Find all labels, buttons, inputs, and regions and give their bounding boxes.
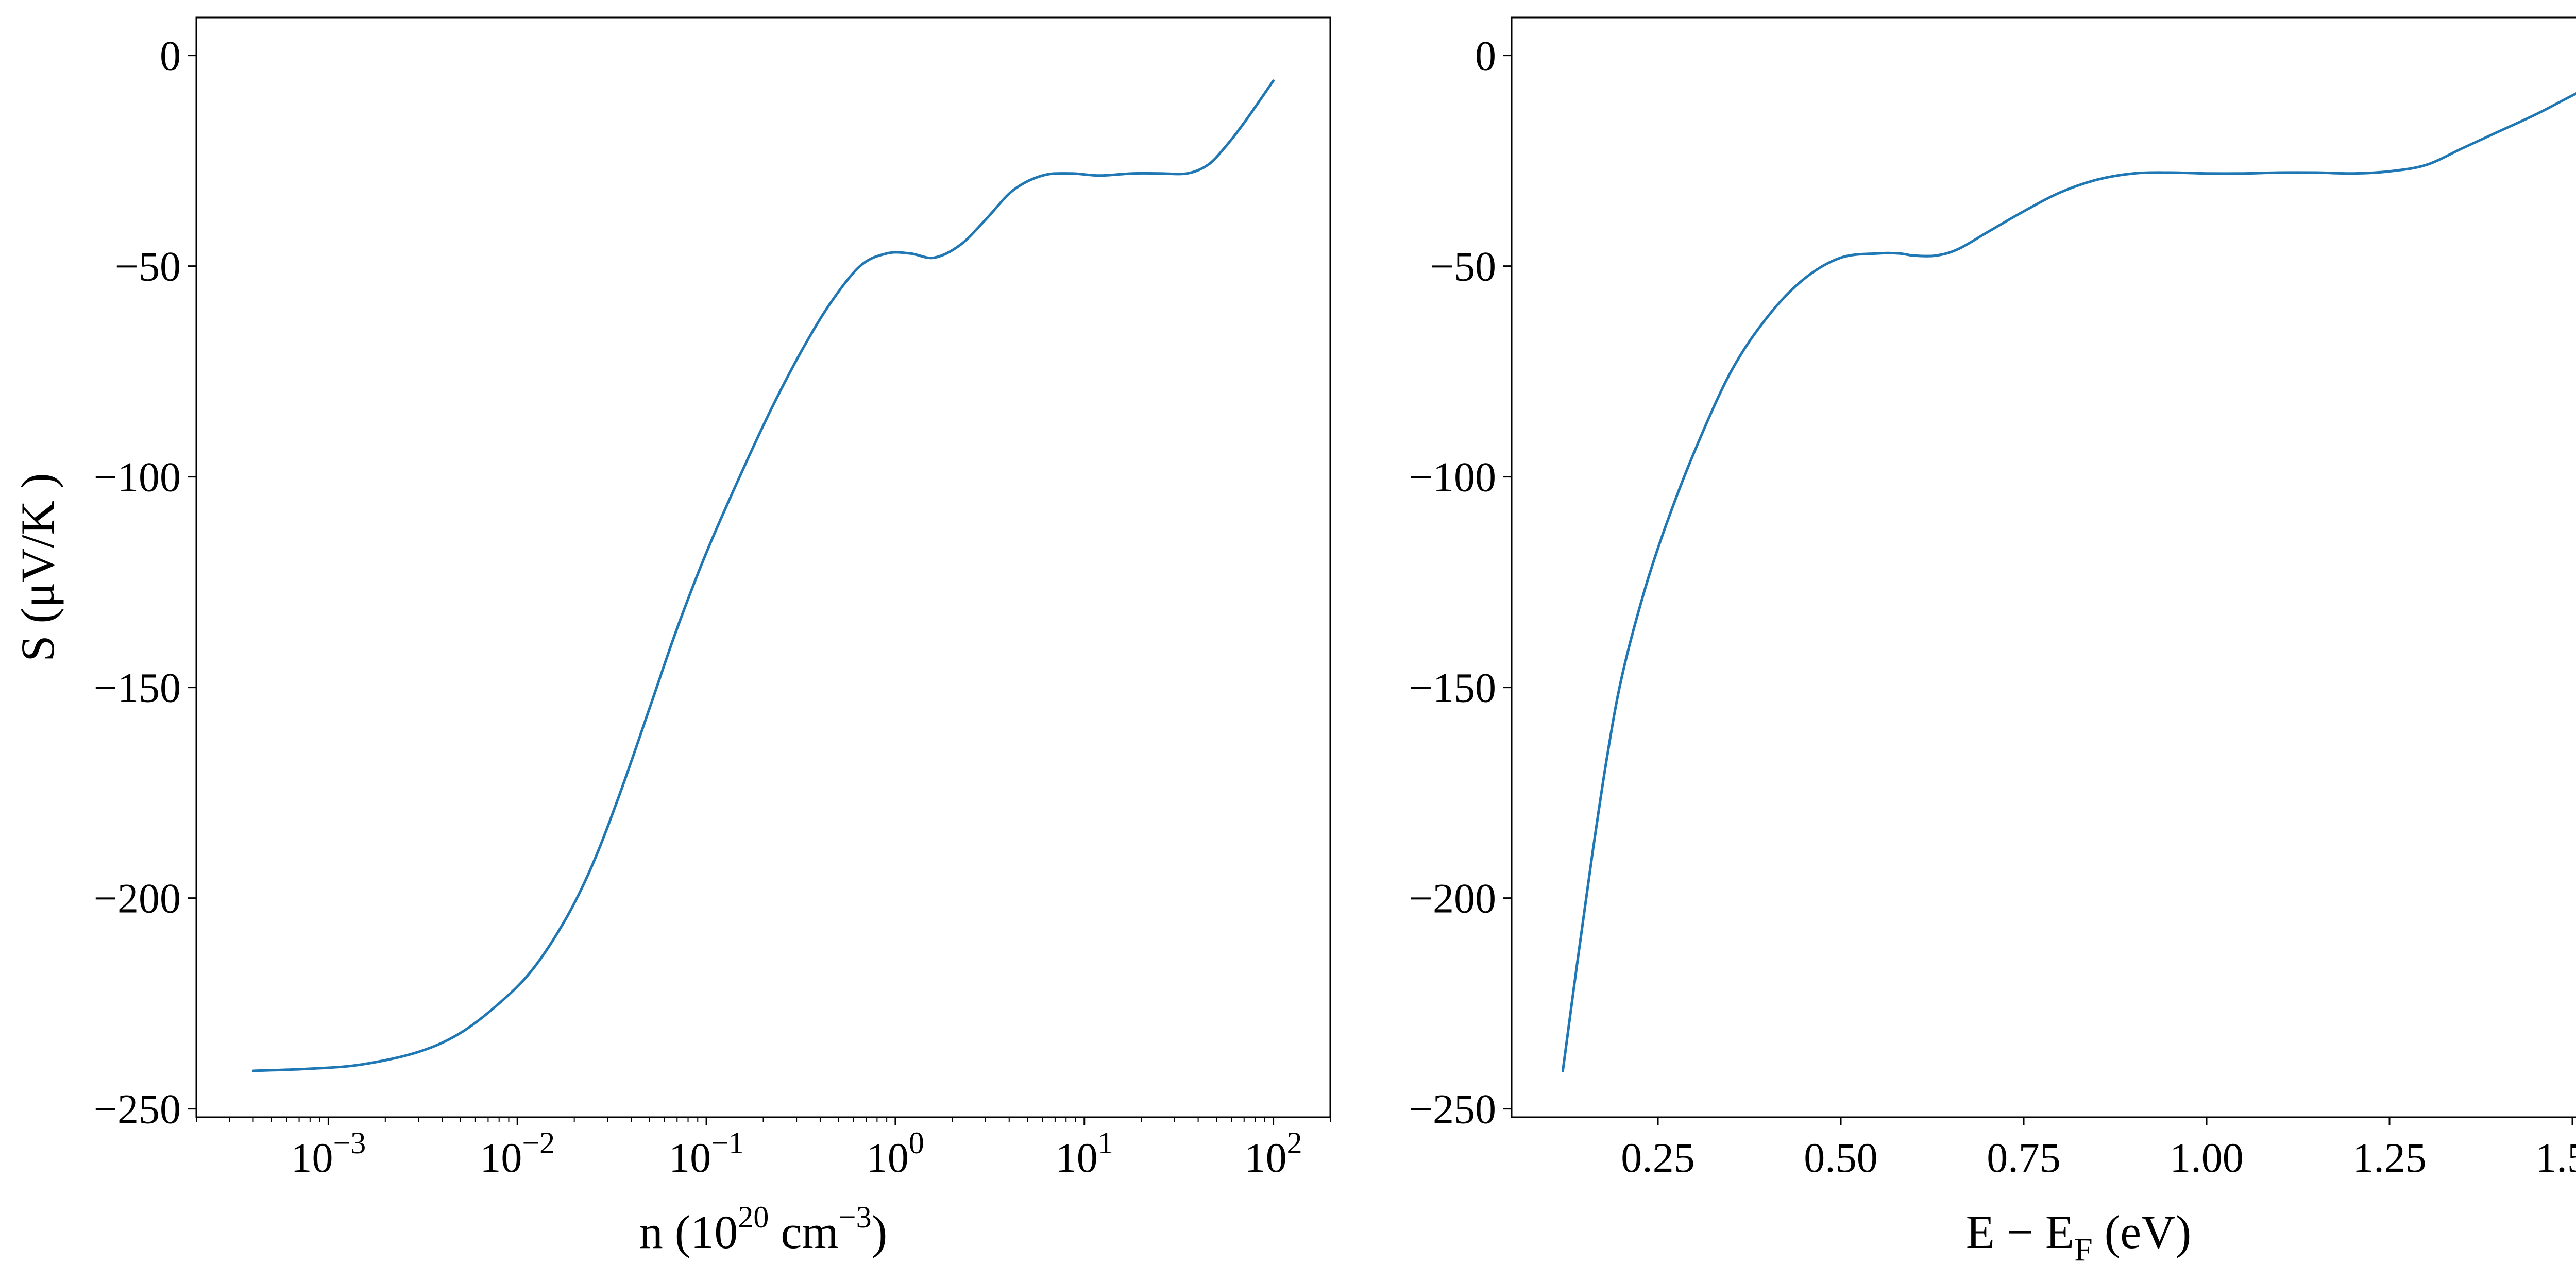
y-tick-label: −150 <box>94 664 181 711</box>
x-tick-label: 10−3 <box>291 1126 366 1181</box>
series-line <box>251 79 1275 1072</box>
x-tick-base: 10 <box>291 1134 333 1181</box>
x-axis-label-part: n (10 <box>639 1206 738 1258</box>
y-tick-label: 0 <box>160 32 181 79</box>
x-axis-label-part: 20 <box>738 1200 769 1234</box>
series-line <box>1561 92 2576 1072</box>
x-tick-exponent: 1 <box>1098 1126 1113 1160</box>
x-axis-label-part: E − E <box>1966 1206 2074 1258</box>
x-tick-base: 10 <box>1245 1134 1287 1181</box>
x-axis-label-part: ) <box>872 1206 888 1258</box>
x-tick-exponent: −2 <box>522 1126 555 1160</box>
y-tick-label: −250 <box>94 1086 181 1133</box>
panel-seebeck-vs-energy: 0 −50 −100 −150 −200 −250 0.25 0.50 0.75 1.00 1.25… <box>1409 16 2576 1268</box>
x-tick-label: 0.50 <box>1804 1134 1878 1181</box>
axes-frame <box>1511 16 2576 1118</box>
x-axis-label-part: F <box>2074 1231 2093 1268</box>
x-axis-label-part: −3 <box>839 1200 872 1234</box>
x-axis-label: E − EF (eV) <box>1966 1206 2191 1268</box>
y-tick-label: −250 <box>1409 1086 1496 1133</box>
x-tick-label: 100 <box>867 1126 924 1181</box>
x-tick-base: 10 <box>669 1134 711 1181</box>
x-tick-exponent: −3 <box>333 1126 366 1160</box>
x-axis-label-part: cm <box>769 1206 838 1258</box>
y-tick-label: −50 <box>115 243 181 290</box>
x-tick-label: 1.50 <box>2535 1134 2576 1181</box>
x-tick-label: 1.00 <box>2170 1134 2244 1181</box>
y-tick-label: −200 <box>1409 875 1496 922</box>
x-tick-base: 10 <box>480 1134 522 1181</box>
y-tick-label: −100 <box>94 454 181 501</box>
y-tick-label: −100 <box>1409 454 1496 501</box>
x-tick-label: 10−1 <box>669 1126 744 1181</box>
x-tick-exponent: −1 <box>711 1126 744 1160</box>
x-tick-label: 102 <box>1245 1126 1302 1181</box>
y-tick-label: −200 <box>94 875 181 922</box>
y-tick-label: 0 <box>1475 32 1496 79</box>
x-tick-label: 0.75 <box>1987 1134 2061 1181</box>
x-tick-label: 101 <box>1056 1126 1113 1181</box>
x-tick-base: 10 <box>867 1134 909 1181</box>
x-tick-label: 0.25 <box>1621 1134 1695 1181</box>
x-tick-label: 10−2 <box>480 1126 555 1181</box>
y-axis-label: S (μV/K ) <box>11 473 64 661</box>
x-tick-exponent: 2 <box>1287 1126 1302 1160</box>
x-axis-label-part: (eV) <box>2093 1206 2192 1258</box>
x-tick-label: 1.25 <box>2352 1134 2427 1181</box>
y-tick-label: −150 <box>1409 664 1496 711</box>
x-tick-exponent: 0 <box>909 1126 924 1160</box>
y-tick-label: −50 <box>1430 243 1496 290</box>
x-axis-label: n (1020 cm−3) <box>639 1200 888 1258</box>
x-tick-base: 10 <box>1056 1134 1098 1181</box>
